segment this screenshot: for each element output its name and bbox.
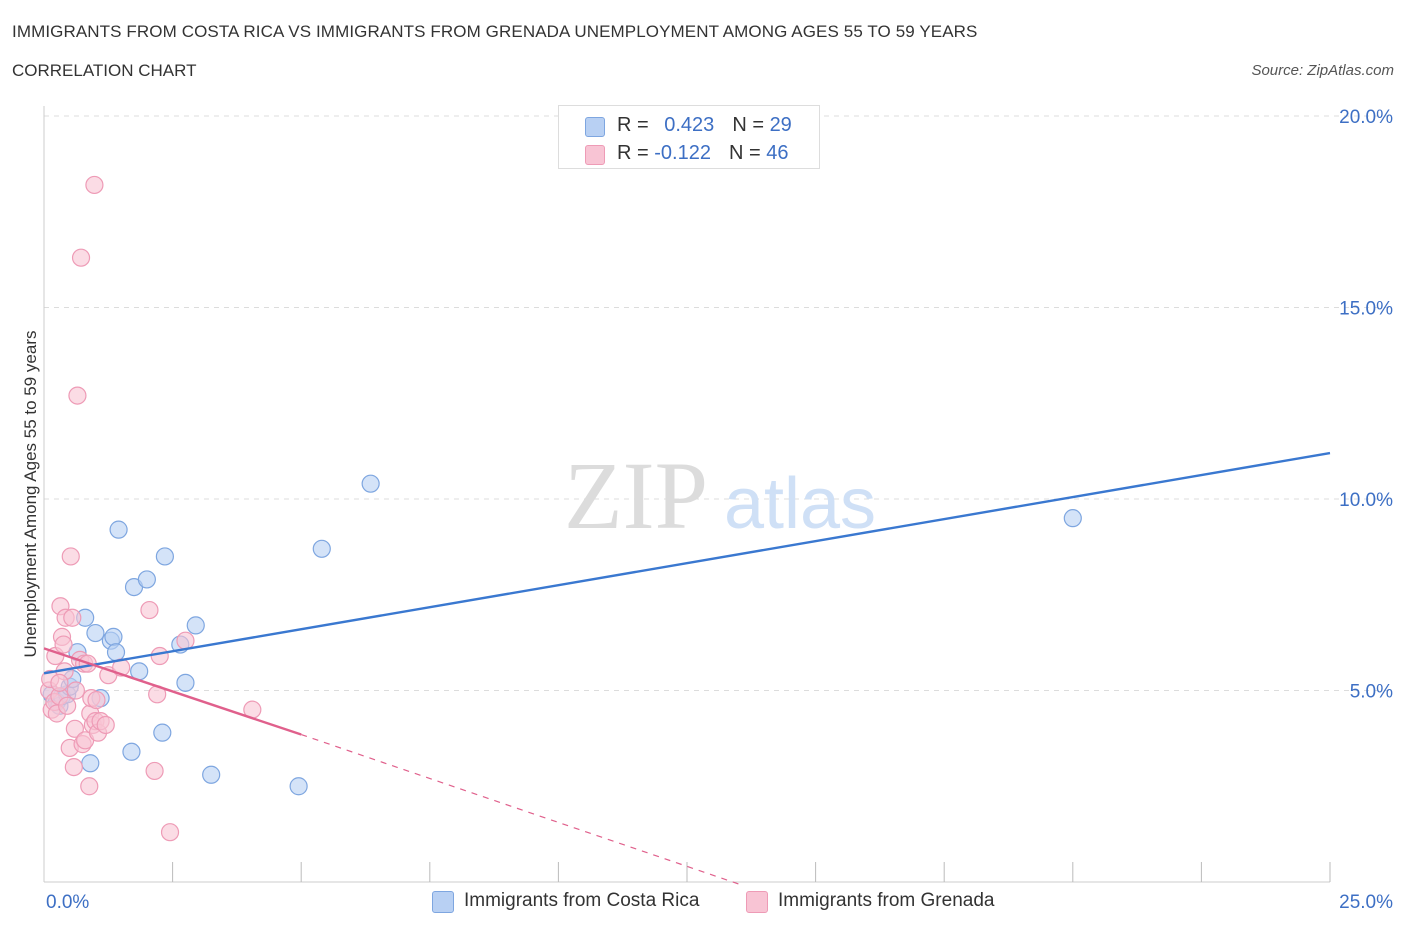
- grenada-point: [160, 823, 180, 842]
- costa-rica-point: [312, 539, 331, 558]
- y-tick-label: 5.0%: [1350, 682, 1393, 703]
- grenada-point: [50, 673, 69, 692]
- costa-rica-point: [81, 754, 100, 773]
- source-label: Source: ZipAtlas.com: [1251, 62, 1394, 79]
- grid-layer: [44, 115, 1390, 691]
- costa-rica-point: [106, 643, 126, 662]
- costa-rica-point: [137, 570, 156, 589]
- n-value: 46: [766, 142, 789, 164]
- costa-rica-point: [176, 673, 195, 692]
- grenada-point: [85, 175, 104, 195]
- r-label: R =: [617, 142, 655, 164]
- costa-rica-point: [153, 723, 172, 742]
- grenada-point: [176, 631, 195, 650]
- costa-rica-trend-line: [43, 451, 1331, 675]
- costa-rica-point: [104, 627, 123, 646]
- r-label: R =: [617, 114, 655, 136]
- grenada-point: [63, 608, 82, 627]
- grenada-point: [96, 715, 115, 735]
- y-axis-label: Unemployment Among Ages 55 to 59 years: [21, 331, 40, 658]
- grenada-trend-line: [43, 647, 302, 736]
- legend-swatch-grenada: [746, 891, 768, 913]
- points-layer: [40, 175, 1082, 842]
- watermark-atlas: atlas: [724, 464, 876, 544]
- grenada-point: [150, 646, 169, 666]
- y-tick-label: 20.0%: [1339, 107, 1393, 128]
- chart-title: IMMIGRANTS FROM COSTA RICA VS IMMIGRANTS…: [12, 22, 978, 41]
- n-value: 29: [769, 114, 792, 136]
- grenada-point: [140, 600, 159, 620]
- trend-layer: [43, 451, 1331, 885]
- chart-subtitle: CORRELATION CHART: [12, 61, 197, 80]
- r-value: 0.423: [664, 114, 715, 136]
- x-tick-label: 25.0%: [1339, 892, 1393, 913]
- tick-label-layer: 5.0% 10.0% 15.0% 20.0% 0.0% 25.0%: [46, 107, 1393, 913]
- grenada-point: [66, 681, 85, 700]
- x-tick-label: 0.0%: [46, 892, 89, 913]
- n-label: N =: [732, 114, 770, 136]
- legend-swatch-costa-rica: [585, 117, 605, 137]
- watermark: ZIP atlas: [564, 442, 876, 549]
- correlation-legend: R = 0.423 N = 29 R = -0.122 N = 46: [558, 105, 820, 169]
- grenada-point: [64, 757, 83, 777]
- costa-rica-point: [155, 547, 174, 566]
- grenada-point: [87, 690, 106, 710]
- costa-rica-point: [122, 742, 141, 761]
- grenada-trend-extension: [301, 733, 739, 885]
- costa-rica-point: [86, 623, 105, 643]
- costa-rica-point: [361, 474, 380, 493]
- grenada-point: [71, 248, 91, 267]
- n-label: N =: [728, 142, 767, 164]
- costa-rica-point: [289, 777, 308, 796]
- r-value: -0.122: [654, 142, 711, 164]
- grenada-point: [80, 777, 99, 796]
- legend-label-grenada: Immigrants from Grenada: [778, 890, 995, 911]
- grenada-point: [68, 386, 87, 405]
- costa-rica-point: [202, 765, 221, 784]
- grenada-point: [54, 635, 73, 654]
- costa-rica-point: [109, 520, 128, 539]
- costa-rica-point: [1063, 509, 1082, 528]
- grenada-point: [65, 719, 84, 738]
- grenada-point: [145, 761, 164, 781]
- legend-swatch-costa-rica: [432, 891, 454, 913]
- axis-layer: [43, 106, 1331, 883]
- grenada-point: [61, 547, 80, 566]
- legend-swatch-grenada: [585, 145, 605, 165]
- costa-rica-point: [186, 616, 205, 635]
- y-tick-label: 15.0%: [1339, 299, 1393, 320]
- y-tick-label: 10.0%: [1339, 490, 1393, 511]
- grenada-point: [58, 696, 77, 715]
- legend-label-costa-rica: Immigrants from Costa Rica: [464, 890, 700, 911]
- watermark-zip: ZIP: [564, 442, 708, 549]
